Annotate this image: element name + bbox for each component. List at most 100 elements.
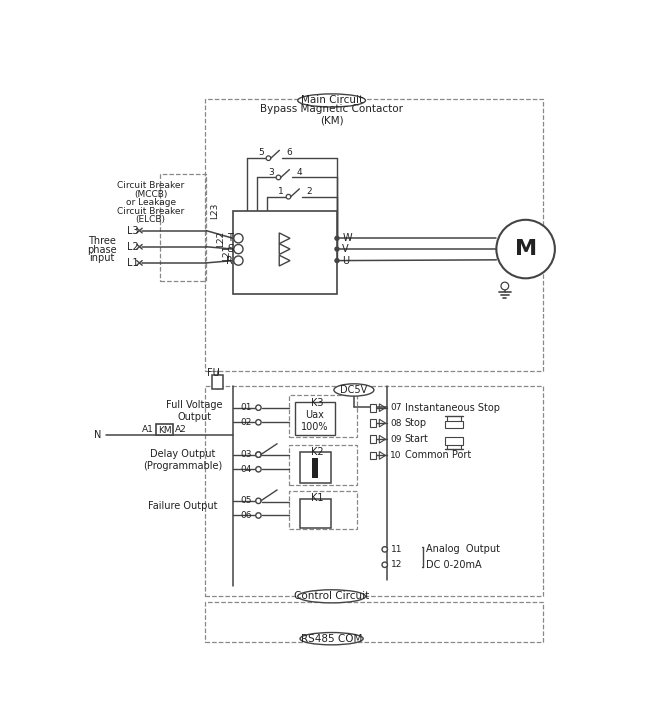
Circle shape	[266, 156, 271, 160]
Bar	[205, 602, 543, 642]
Text: S: S	[227, 244, 233, 254]
Bar	[370, 451, 376, 459]
Text: DC5V: DC5V	[341, 385, 367, 395]
Text: 1: 1	[278, 187, 283, 196]
Circle shape	[334, 258, 340, 264]
Text: M: M	[515, 239, 537, 259]
Bar	[445, 437, 463, 445]
Circle shape	[255, 467, 261, 472]
Text: 4: 4	[296, 167, 302, 177]
Text: K3: K3	[311, 398, 324, 408]
Text: 04: 04	[240, 464, 252, 474]
Text: L23: L23	[210, 202, 219, 218]
Text: Instantaneous Stop: Instantaneous Stop	[405, 403, 500, 413]
Text: Full Voltage
Output: Full Voltage Output	[166, 400, 223, 422]
Text: Delay Output
(Programmable): Delay Output (Programmable)	[144, 449, 222, 471]
Circle shape	[501, 282, 509, 290]
Bar	[289, 445, 357, 485]
Text: 06: 06	[240, 511, 252, 520]
Text: 10: 10	[390, 451, 402, 460]
Circle shape	[286, 194, 291, 199]
Text: DC 0-20mA: DC 0-20mA	[426, 560, 481, 570]
Bar	[233, 210, 337, 293]
Text: Failure Output: Failure Output	[148, 502, 218, 511]
Text: Bypass Magnetic Contactor
(KM): Bypass Magnetic Contactor (KM)	[260, 103, 403, 125]
Text: or Leakage: or Leakage	[125, 198, 176, 207]
Text: Common Port: Common Port	[405, 451, 471, 460]
Bar	[370, 404, 376, 411]
Bar	[370, 435, 376, 443]
Text: 09: 09	[390, 435, 402, 444]
Text: 12: 12	[391, 561, 402, 569]
Circle shape	[255, 452, 261, 457]
Bar	[205, 99, 543, 371]
Bar	[160, 173, 206, 282]
Circle shape	[334, 246, 340, 252]
Text: Stop: Stop	[405, 418, 427, 428]
Circle shape	[255, 513, 261, 518]
Text: (ELCB): (ELCB)	[136, 215, 166, 224]
Text: W: W	[343, 233, 352, 243]
Text: (MCCB): (MCCB)	[134, 190, 167, 199]
Bar	[300, 499, 331, 528]
Text: 11: 11	[391, 545, 402, 554]
Bar	[300, 452, 331, 483]
Text: Circuit Breaker: Circuit Breaker	[117, 181, 184, 191]
Text: R: R	[226, 256, 233, 266]
Bar	[294, 403, 335, 435]
Text: L3: L3	[127, 226, 138, 236]
Text: phase: phase	[87, 245, 117, 255]
Text: L21: L21	[222, 245, 231, 261]
Text: 02: 02	[240, 418, 252, 427]
Text: L2: L2	[127, 242, 138, 252]
Circle shape	[255, 419, 261, 425]
Bar	[205, 386, 543, 596]
Circle shape	[234, 245, 243, 253]
Text: 08: 08	[390, 419, 402, 427]
Text: 6: 6	[287, 149, 292, 157]
Text: N: N	[94, 430, 101, 440]
Text: V: V	[343, 244, 349, 254]
Bar	[370, 419, 376, 427]
Ellipse shape	[334, 384, 374, 396]
Text: Start: Start	[405, 434, 428, 444]
Text: 2: 2	[306, 187, 312, 196]
Circle shape	[382, 547, 387, 552]
Text: Circuit Breaker: Circuit Breaker	[117, 207, 184, 215]
Text: Three: Three	[88, 237, 116, 246]
Circle shape	[382, 562, 387, 567]
Text: Control Circuit: Control Circuit	[294, 591, 369, 601]
Circle shape	[255, 405, 261, 411]
Bar	[156, 424, 173, 435]
Circle shape	[255, 498, 261, 504]
Text: Main Circuit: Main Circuit	[300, 95, 363, 106]
Text: Uax
100%: Uax 100%	[301, 410, 328, 432]
Text: K1: K1	[311, 493, 324, 503]
Text: L22: L22	[216, 231, 225, 248]
Circle shape	[234, 256, 243, 265]
Ellipse shape	[300, 633, 363, 645]
Bar	[289, 395, 357, 437]
Text: T: T	[227, 233, 233, 243]
Text: Analog  Output: Analog Output	[426, 545, 500, 554]
Text: 03: 03	[240, 450, 252, 459]
Text: RS485 COM: RS485 COM	[301, 633, 362, 644]
Circle shape	[276, 175, 281, 180]
Circle shape	[234, 234, 243, 243]
Circle shape	[497, 220, 555, 278]
Ellipse shape	[298, 94, 365, 107]
Circle shape	[255, 452, 261, 457]
Circle shape	[334, 236, 340, 241]
Text: 05: 05	[240, 496, 252, 505]
Text: L1: L1	[127, 258, 138, 268]
Bar	[313, 458, 318, 478]
Text: KM: KM	[158, 425, 172, 435]
Text: U: U	[343, 256, 350, 266]
Bar	[289, 491, 357, 529]
Text: FU: FU	[207, 368, 220, 378]
Ellipse shape	[298, 590, 365, 603]
Bar	[213, 376, 223, 389]
Text: A1: A1	[142, 424, 154, 434]
Text: K2: K2	[311, 446, 324, 456]
Text: A2: A2	[175, 424, 187, 434]
